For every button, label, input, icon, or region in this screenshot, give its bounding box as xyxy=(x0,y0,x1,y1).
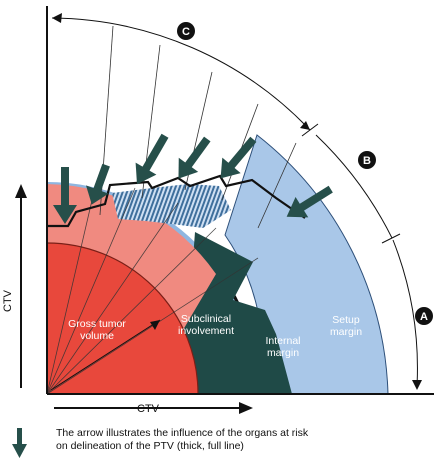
oar-arrows xyxy=(53,133,333,224)
svg-text:C: C xyxy=(182,26,190,38)
y-ctv-label: CTV xyxy=(2,289,14,312)
setup-margin-label: Setup margin xyxy=(330,314,362,338)
legend-arrow-icon xyxy=(12,428,27,458)
oar-arrow-2 xyxy=(85,163,110,205)
badge-b: B xyxy=(358,151,376,169)
legend-line-2: on delineation of the PTV (thick, full l… xyxy=(56,440,244,452)
ptv-boundary-line xyxy=(47,174,306,228)
legend-text: The arrow illustrates the influence of t… xyxy=(56,427,416,453)
subclinical-label: Subclinical involvement xyxy=(178,313,234,337)
y-ctv-arrow xyxy=(15,184,27,388)
oar-arrow-6 xyxy=(286,185,333,218)
internal-margin-label: Internal margin xyxy=(265,335,300,359)
x-ctv-arrow xyxy=(54,402,253,414)
badge-c: C xyxy=(177,22,195,40)
striped-zone xyxy=(112,184,231,228)
oar-arrow-4 xyxy=(178,136,211,179)
svg-text:B: B xyxy=(363,155,371,167)
dimension-arc-a xyxy=(392,239,418,387)
oar-arrow-5 xyxy=(220,136,257,179)
badge-a: A xyxy=(415,307,433,325)
x-ctv-label: CTV xyxy=(137,403,160,415)
gtv-radius-line xyxy=(50,319,161,391)
svg-text:A: A xyxy=(420,311,428,323)
gtv-region xyxy=(47,243,198,394)
legend-line-1: The arrow illustrates the influence of t… xyxy=(56,427,309,439)
oar-arrow-1 xyxy=(53,167,77,224)
oar-arrow-3 xyxy=(135,133,169,185)
dimension-arc-b xyxy=(315,134,393,239)
gtv-label: Gross tumor volume xyxy=(68,318,126,342)
dimension-arc-c xyxy=(51,17,311,131)
